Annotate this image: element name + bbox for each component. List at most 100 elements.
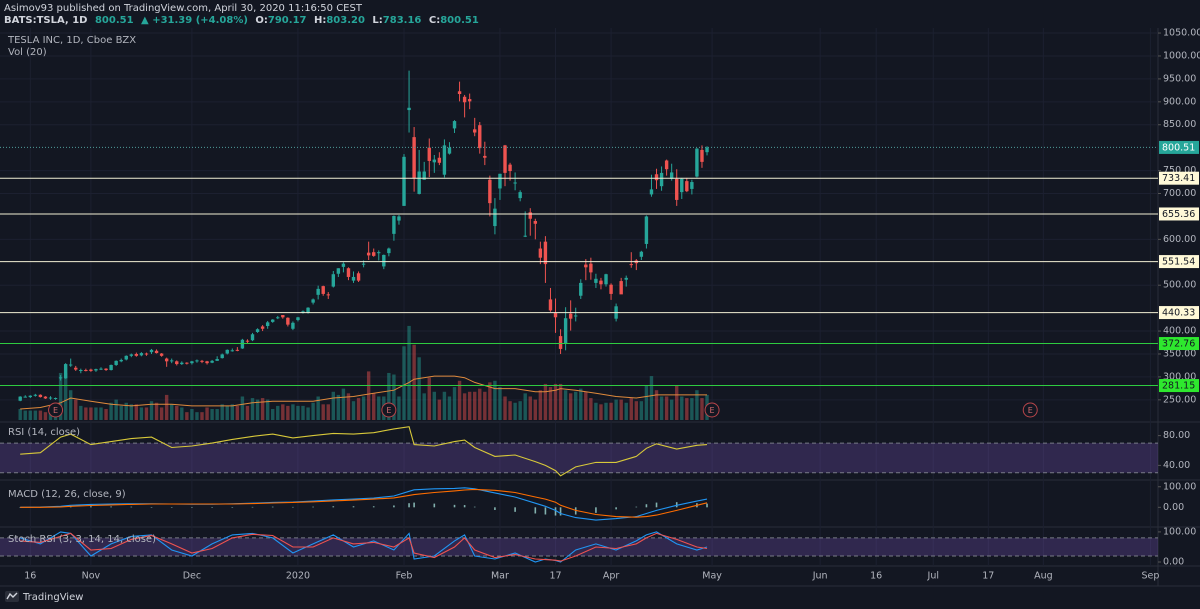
- macd-histogram-bar: [433, 503, 436, 508]
- macd-histogram-bar: [191, 507, 193, 508]
- candle-body: [356, 273, 361, 281]
- earnings-marker: [704, 402, 720, 418]
- candle-body: [286, 317, 290, 325]
- macd-histogram-bar: [372, 506, 375, 508]
- volume-bar: [48, 412, 53, 420]
- ohlc-label: L:: [372, 15, 382, 26]
- volume-bar: [624, 402, 628, 420]
- volume-bar: [245, 405, 250, 420]
- candle-body: [205, 361, 209, 364]
- volume-bar: [200, 412, 204, 420]
- macd-histogram-bar: [231, 507, 234, 508]
- volume-bar: [700, 398, 704, 420]
- candle-body: [513, 182, 517, 184]
- earnings-label: E: [53, 406, 58, 415]
- candle-body: [503, 145, 507, 173]
- footer-logo: TradingView: [5, 591, 83, 603]
- x-tick-label: Jun: [812, 571, 828, 582]
- y-tick-label: 400.00: [1163, 326, 1196, 337]
- y-tick-label: 600.00: [1163, 234, 1196, 245]
- volume-bar: [33, 410, 38, 420]
- x-tick-label: May: [702, 571, 722, 582]
- candle-body: [281, 315, 285, 318]
- volume-bar: [331, 391, 336, 420]
- macd-histogram-bar: [534, 507, 537, 514]
- candle-body: [538, 248, 543, 258]
- volume-bar: [473, 391, 477, 420]
- candle-body: [109, 364, 113, 371]
- volume-bar: [139, 407, 144, 420]
- volume-bar: [584, 391, 588, 420]
- indicator-band: [0, 537, 1158, 556]
- indicator-line: [20, 531, 708, 563]
- volume-bar: [296, 405, 300, 420]
- candle-body: [69, 364, 73, 366]
- volume-bar: [498, 387, 502, 420]
- candle-body: [695, 148, 699, 177]
- candle-body: [200, 360, 204, 362]
- volume-bar: [346, 393, 351, 420]
- candle-body: [437, 157, 442, 163]
- level-label: 281.15: [1162, 381, 1195, 392]
- candle-body: [170, 360, 174, 362]
- volume-bar: [397, 396, 401, 420]
- candle-body: [705, 147, 709, 153]
- macd-histogram-bar: [271, 506, 274, 508]
- volume-bar: [195, 412, 199, 420]
- macd-histogram-bar: [332, 506, 335, 508]
- candle-body: [624, 277, 628, 280]
- volume-bar: [558, 383, 563, 420]
- candle-body: [336, 268, 341, 274]
- level-label-bg: [1159, 255, 1199, 269]
- last-price: 800.51: [95, 15, 134, 26]
- candle-body: [129, 354, 134, 356]
- macd-histogram-bar: [655, 502, 658, 508]
- macd-histogram-bar: [494, 507, 496, 510]
- volume-bar: [74, 399, 78, 420]
- volume-bar: [563, 390, 568, 420]
- candle-body: [144, 353, 149, 355]
- volume-bar: [43, 412, 48, 420]
- volume-bar: [644, 385, 649, 420]
- candle-body: [589, 263, 593, 273]
- candle-body: [296, 317, 300, 321]
- volume-bar: [180, 407, 184, 420]
- volume-bar: [321, 404, 325, 420]
- y-tick-label: 1050.00: [1163, 28, 1200, 39]
- macd-histogram-bar: [645, 504, 648, 508]
- volume-bar: [427, 377, 431, 420]
- candle-body: [149, 349, 154, 353]
- rsi-title: RSI (14, close): [8, 427, 80, 438]
- macd-histogram-bar: [251, 506, 254, 508]
- x-tick-label: 2020: [286, 571, 310, 582]
- change: ▲ +31.39 (+4.08%): [141, 15, 248, 26]
- candle-body: [397, 216, 401, 221]
- level-label: 440.33: [1162, 308, 1195, 319]
- volume-bar: [306, 407, 310, 420]
- candle-body: [553, 312, 558, 318]
- volume-bar: [255, 399, 260, 420]
- earnings-marker: [381, 402, 397, 418]
- volume-ma-line: [20, 375, 707, 410]
- x-tick-label: Mar: [491, 571, 509, 582]
- candle-body: [563, 318, 568, 343]
- volume-bar: [422, 393, 426, 420]
- candle-body: [255, 329, 260, 332]
- volume-bar: [276, 405, 280, 420]
- x-tick-label: Jul: [927, 571, 939, 582]
- y-tick-label: 750.00: [1163, 165, 1196, 176]
- volume-bar: [690, 398, 694, 420]
- volume-bar: [609, 402, 613, 420]
- y-tick-label: 950.00: [1163, 73, 1196, 84]
- level-label-bg: [1159, 140, 1199, 154]
- candle-body: [629, 264, 633, 266]
- candle-body: [104, 368, 108, 371]
- stoch-title: Stoch RSI (3, 3, 14, 14, close): [8, 534, 156, 545]
- volume-bar: [442, 391, 447, 420]
- y-tick-label: 300.00: [1163, 371, 1196, 382]
- volume-bar: [478, 388, 482, 420]
- volume-bar: [114, 399, 118, 420]
- volume-bar: [336, 394, 341, 420]
